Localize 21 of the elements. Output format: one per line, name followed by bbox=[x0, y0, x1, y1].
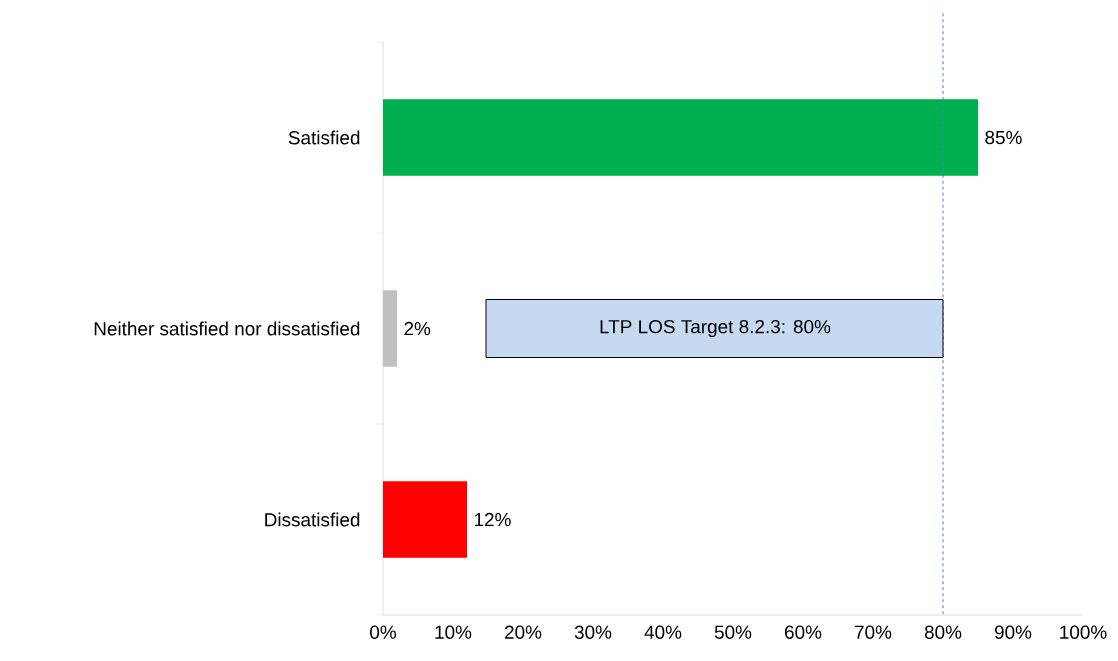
x-tick-label: 80% bbox=[924, 625, 962, 639]
x-tick-label: 40% bbox=[644, 625, 682, 639]
annotation: LTP LOS Target 8.2.3: 80% bbox=[600, 319, 831, 338]
x-tick-label: 50% bbox=[714, 625, 752, 639]
bar bbox=[383, 290, 397, 367]
x-tick-label: 90% bbox=[994, 625, 1032, 639]
data-label: 12% bbox=[474, 512, 511, 527]
bar bbox=[383, 99, 979, 176]
x-tick-label: 70% bbox=[855, 625, 892, 639]
bar bbox=[383, 481, 467, 558]
x-tick-label: 0% bbox=[370, 625, 396, 639]
y-tick-label: Satisfied bbox=[288, 130, 360, 145]
data-label: 2% bbox=[404, 321, 431, 336]
data-label: 85% bbox=[985, 130, 1022, 145]
x-tick-label: 60% bbox=[785, 625, 822, 639]
y-tick-label: Neither satisfied nor dissatisfied bbox=[94, 321, 360, 336]
x-tick-label: 100% bbox=[1060, 625, 1107, 639]
x-tick-label: 30% bbox=[574, 625, 612, 639]
x-tick-label: 20% bbox=[505, 625, 542, 639]
x-tick-label: 10% bbox=[435, 625, 472, 639]
y-tick-label: Dissatisfied bbox=[265, 512, 360, 527]
